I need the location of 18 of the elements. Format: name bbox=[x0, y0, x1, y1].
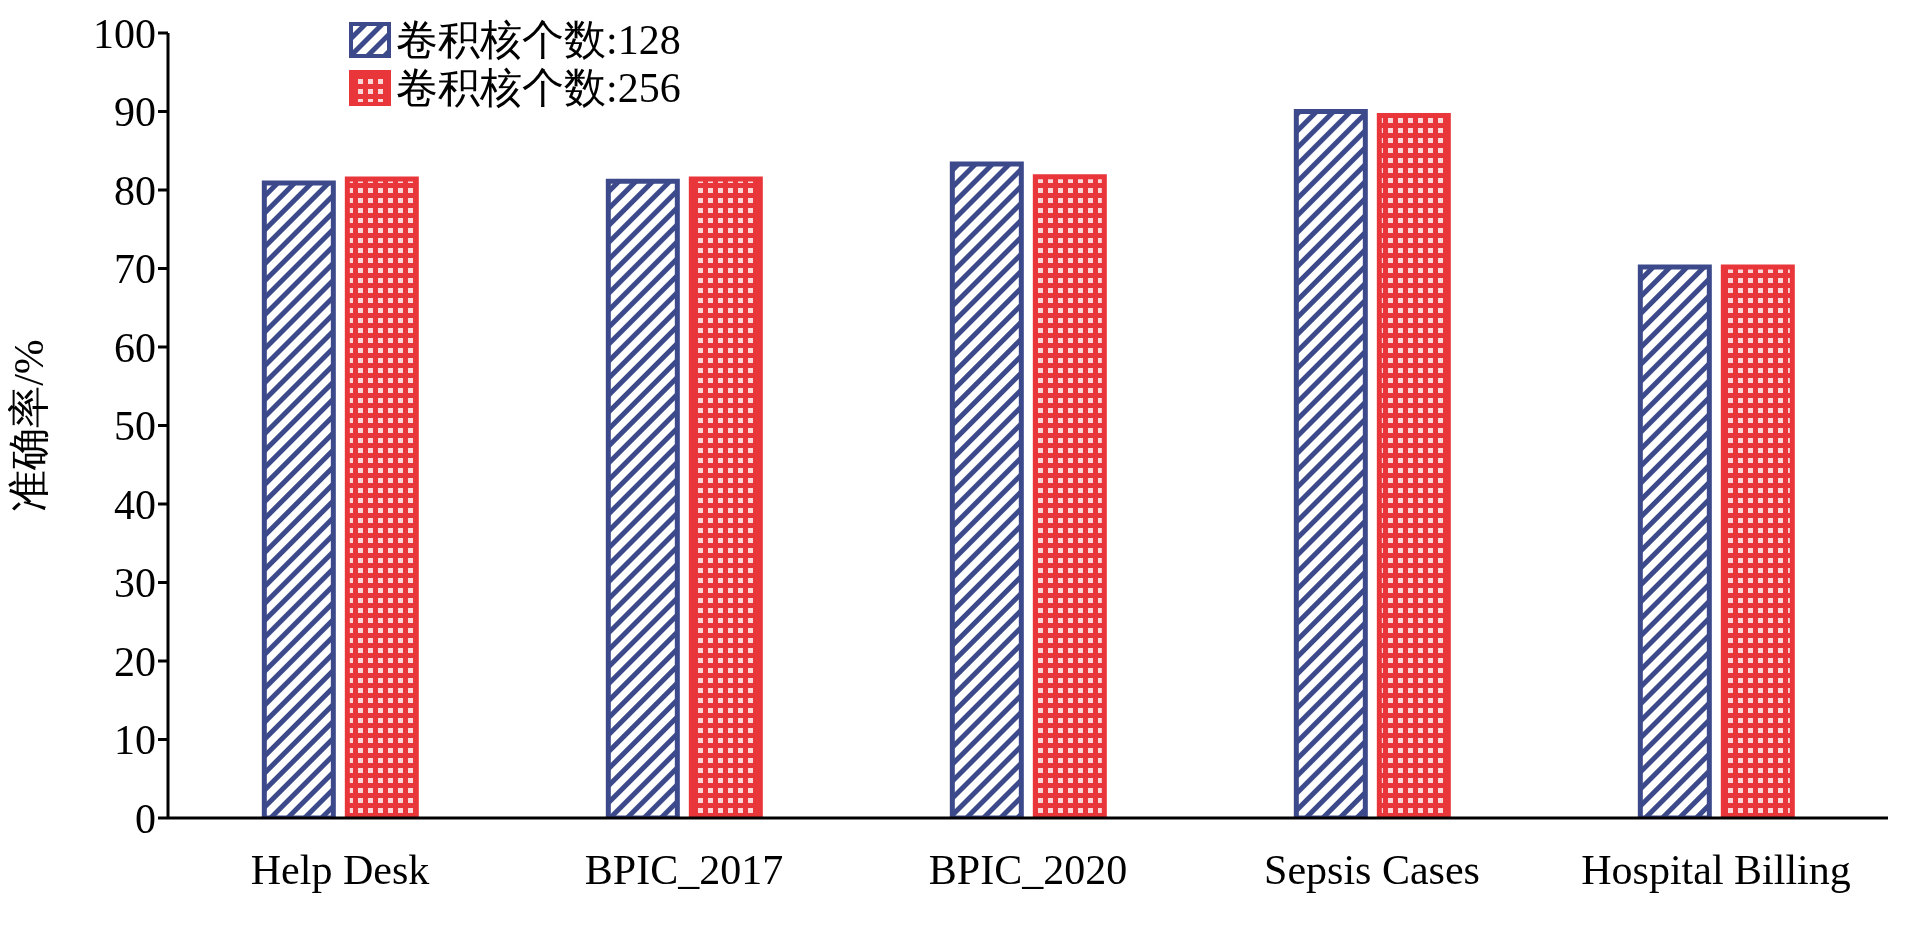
x-tick-label: BPIC_2020 bbox=[928, 846, 1128, 893]
y-tick-label: 0 bbox=[135, 795, 156, 842]
x-tick-label: BPIC_2017 bbox=[584, 846, 784, 893]
x-tick-label: Help Desk bbox=[250, 846, 430, 893]
x-tick-label: Sepsis Cases bbox=[1264, 846, 1480, 893]
y-tick-label: 30 bbox=[114, 560, 156, 607]
y-tick-label: 20 bbox=[114, 638, 156, 685]
x-tick-label: Hospital Billing bbox=[1581, 846, 1851, 893]
y-tick-label: 10 bbox=[114, 717, 156, 764]
y-tick-label: 70 bbox=[114, 246, 156, 293]
legend-label: 卷积核个数:128 bbox=[396, 16, 681, 64]
y-tick-label: 80 bbox=[114, 167, 156, 214]
y-tick-label: 100 bbox=[93, 10, 156, 57]
y-tick-label: 50 bbox=[114, 403, 156, 450]
y-tick-label: 40 bbox=[114, 481, 156, 528]
legend-label: 卷积核个数:256 bbox=[396, 64, 681, 112]
y-tick-label: 90 bbox=[114, 89, 156, 136]
y-tick-label: 60 bbox=[114, 324, 156, 371]
